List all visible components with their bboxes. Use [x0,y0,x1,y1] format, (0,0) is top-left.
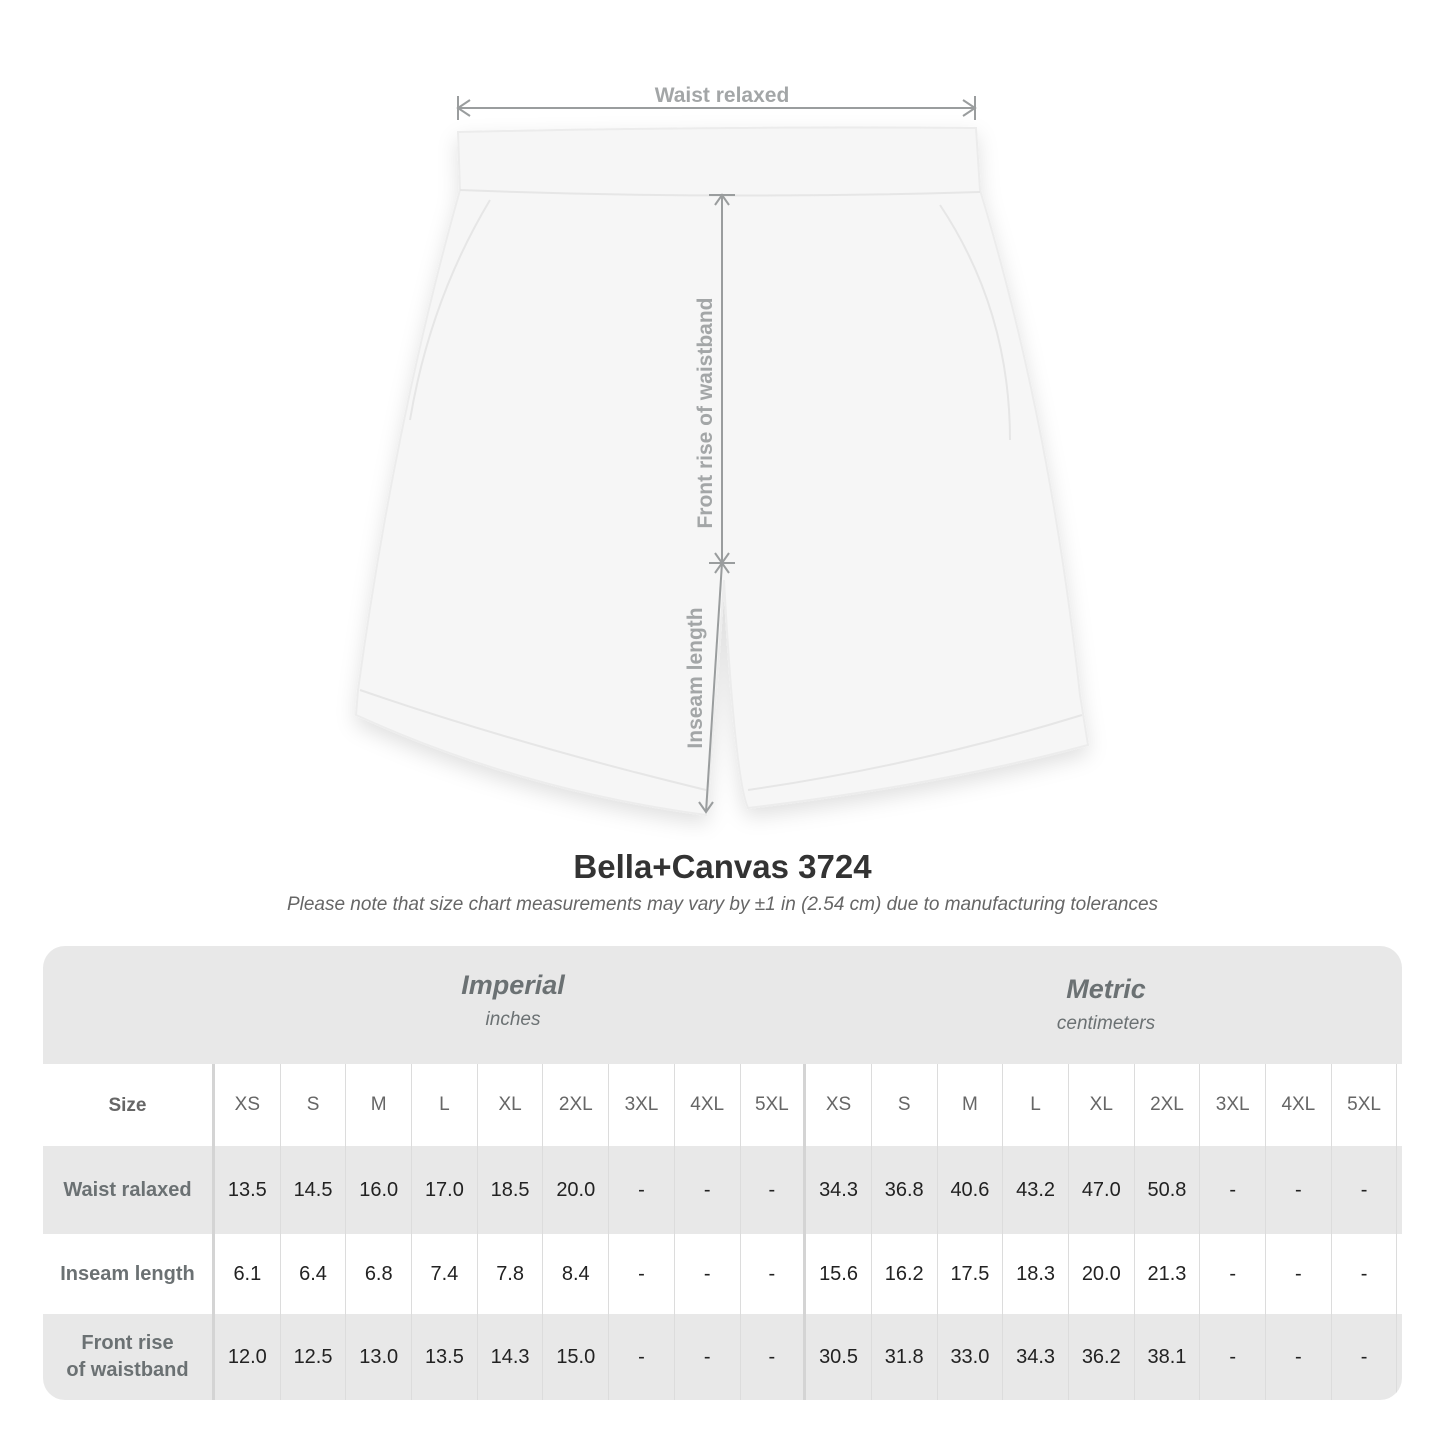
imperial-value-cell: 14.3 [478,1314,544,1400]
metric-value-cell: - [1200,1146,1266,1234]
metric-value-cell: 30.5 [806,1314,872,1400]
size-header-xl: XL [478,1064,544,1146]
row-label: Front rise of waistband [43,1314,215,1400]
imperial-value-cell: 6.4 [281,1234,347,1314]
size-header-xs: XS [806,1064,872,1146]
inseam-length-label: Inseam length [684,607,707,748]
imperial-value-cell: 20.0 [543,1146,610,1234]
metric-value-cell: 20.0 [1069,1234,1135,1314]
metric-value-cell: 16.2 [872,1234,938,1314]
imperial-value-cell: - [741,1314,807,1400]
size-header-s: S [872,1064,938,1146]
imperial-value-cell: 13.0 [346,1314,413,1400]
imperial-value-cell: - [609,1146,675,1234]
metric-value-cell: 15.6 [806,1234,872,1314]
metric-header: Metric centimeters [810,974,1402,1035]
imperial-value-cell: 16.0 [346,1146,413,1234]
metric-value-cell: - [1200,1314,1266,1400]
imperial-value-cell: 7.4 [412,1234,478,1314]
metric-value-cell: - [1332,1314,1398,1400]
unit-header-band: Imperial inches Metric centimeters [43,946,1402,1064]
size-header-m: M [938,1064,1004,1146]
size-header-3xl: 3XL [1200,1064,1266,1146]
imperial-unit: inches [485,1009,541,1030]
metric-value-cell: 34.3 [1003,1314,1069,1400]
size-header-2xl: 2XL [543,1064,610,1146]
metric-value-cell: 17.5 [938,1234,1004,1314]
size-header-4xl: 4XL [675,1064,741,1146]
imperial-title: Imperial [461,970,565,1000]
metric-value-cell: 38.1 [1135,1314,1201,1400]
imperial-value-cell: 13.5 [412,1314,478,1400]
size-header-label: Size [43,1064,215,1146]
product-title: Bella+Canvas 3724 [573,848,872,885]
waist-relaxed-label: Waist relaxed [655,84,790,107]
imperial-value-cell: 12.5 [281,1314,347,1400]
metric-value-cell: - [1266,1314,1332,1400]
metric-unit: centimeters [1056,1013,1156,1034]
imperial-value-cell: - [609,1234,675,1314]
imperial-value-cell: - [675,1146,741,1234]
imperial-value-cell: 6.8 [346,1234,413,1314]
imperial-value-cell: 7.8 [478,1234,544,1314]
shorts-diagram: Waist relaxed Front rise of waistband In… [354,84,1090,817]
imperial-header: Imperial inches [217,970,809,1031]
metric-value-cell: - [1266,1146,1332,1234]
metric-value-cell: 47.0 [1069,1146,1135,1234]
imperial-value-cell: 15.0 [543,1314,610,1400]
imperial-value-cell: 8.4 [543,1234,610,1314]
metric-value-cell: 31.8 [872,1314,938,1400]
imperial-value-cell: 18.5 [478,1146,544,1234]
size-header-4xl: 4XL [1266,1064,1332,1146]
metric-value-cell: 21.3 [1135,1234,1201,1314]
size-header-xs: XS [215,1064,281,1146]
imperial-value-cell: - [675,1234,741,1314]
row-label-line: Front rise [81,1332,174,1354]
metric-value-cell: - [1266,1234,1332,1314]
imperial-value-cell: - [609,1314,675,1400]
measurement-lines [456,96,977,814]
size-header-row: Size XS S M L XL 2XL 3XL 4XL 5XL XS S M L XL 2XL 3XL 4XL 5… [43,1064,1402,1146]
imperial-value-cell: - [741,1234,807,1314]
metric-title: Metric [1066,974,1146,1004]
size-header-l: L [412,1064,478,1146]
metric-value-cell: 43.2 [1003,1146,1069,1234]
size-header-2xl: 2XL [1135,1064,1201,1146]
size-header-xl: XL [1069,1064,1135,1146]
size-header-s: S [281,1064,347,1146]
size-header-3xl: 3XL [609,1064,675,1146]
front-rise-label: Front rise of waistband [694,297,717,528]
metric-value-cell: 33.0 [938,1314,1004,1400]
size-header-m: M [346,1064,413,1146]
row-label-line: of waistband [66,1359,189,1381]
size-chart-table: Imperial inches Metric centimeters Size X… [43,946,1402,1400]
row-label: Inseam length [43,1234,215,1314]
metric-value-cell: 36.8 [872,1146,938,1234]
imperial-value-cell: 12.0 [215,1314,281,1400]
metric-value-cell: - [1332,1234,1398,1314]
metric-value-cell: 50.8 [1135,1146,1201,1234]
size-header-5xl: 5XL [1332,1064,1398,1146]
imperial-value-cell: - [675,1314,741,1400]
imperial-value-cell: 14.5 [281,1146,347,1234]
metric-value-cell: - [1200,1234,1266,1314]
row-label: Waist ralaxed [43,1146,215,1234]
metric-value-cell: 40.6 [938,1146,1004,1234]
table-row: Inseam length 6.1 6.4 6.8 7.4 7.8 8.4- - -15.6 16… [43,1234,1402,1314]
metric-value-cell: 34.3 [806,1146,872,1234]
tolerance-note: Please note that size chart measurements… [286,894,1159,915]
metric-value-cell: - [1332,1146,1398,1234]
table-row: Front rise of waistband 12.0 12.5 13.0 13.5 14… [43,1314,1402,1400]
imperial-value-cell: 6.1 [215,1234,281,1314]
metric-value-cell: 36.2 [1069,1314,1135,1400]
imperial-value-cell: - [741,1146,807,1234]
imperial-value-cell: 13.5 [215,1146,281,1234]
size-header-5xl: 5XL [741,1064,807,1146]
size-header-l: L [1003,1064,1069,1146]
metric-value-cell: 18.3 [1003,1234,1069,1314]
table-row: Waist ralaxed 13.5 14.5 16.0 17.0 18.5 20.0- - -… [43,1146,1402,1234]
imperial-value-cell: 17.0 [412,1146,478,1234]
